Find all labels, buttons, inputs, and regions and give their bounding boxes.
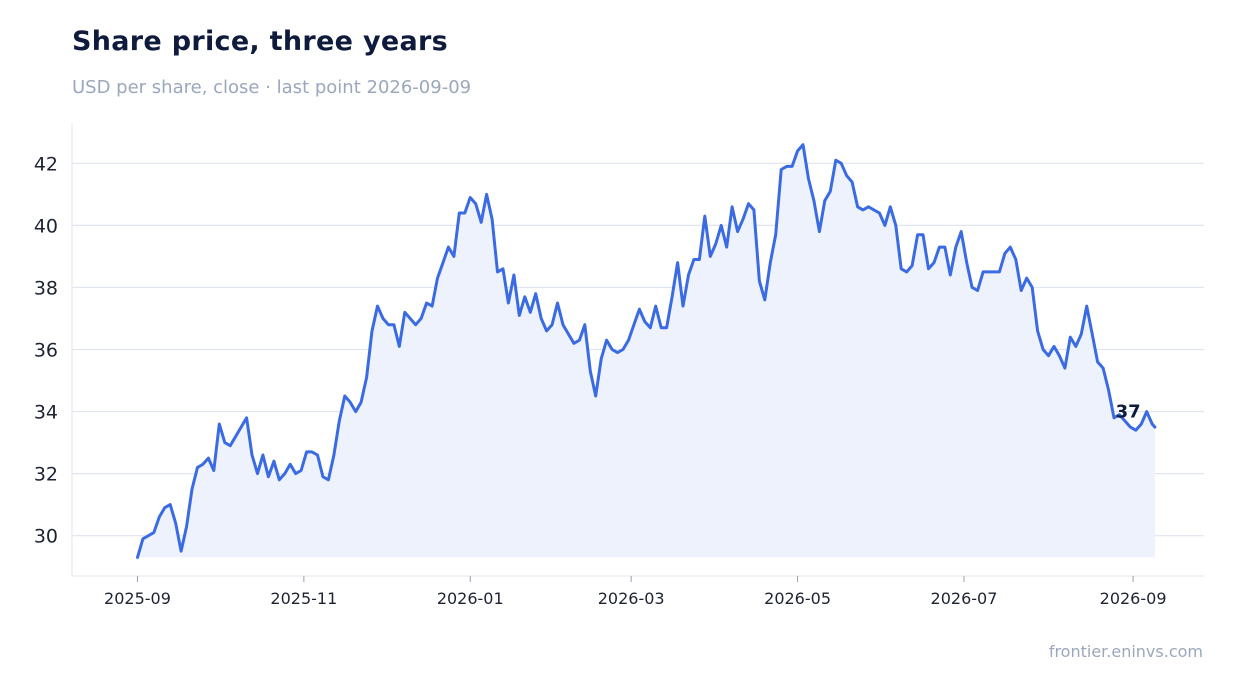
x-tick-label: 2026-09 bbox=[1100, 589, 1167, 608]
chart-title: Share price, three years bbox=[72, 26, 448, 57]
y-tick-label: 32 bbox=[34, 464, 58, 486]
x-tick-label: 2025-09 bbox=[104, 589, 171, 608]
y-tick-label: 34 bbox=[34, 402, 58, 424]
y-tick-label: 40 bbox=[34, 215, 58, 237]
price-line bbox=[136, 143, 1157, 559]
x-tick-label: 2026-05 bbox=[764, 589, 831, 608]
y-tick-label: 42 bbox=[34, 153, 58, 175]
source-credit: frontier.eninvs.com bbox=[1048, 642, 1203, 661]
y-tick-label: 36 bbox=[34, 340, 58, 362]
end-value-label: 37 bbox=[1116, 402, 1141, 423]
x-tick-label: 2026-01 bbox=[437, 589, 504, 608]
x-tick-label: 2026-07 bbox=[931, 589, 998, 608]
y-tick-label: 38 bbox=[34, 277, 58, 299]
y-tick-label: 30 bbox=[34, 526, 58, 548]
x-tick-label: 2025-11 bbox=[270, 589, 337, 608]
area-fill bbox=[137, 144, 1155, 558]
chart-subtitle: USD per share, close · last point 2026-0… bbox=[72, 77, 472, 98]
x-tick-label: 2026-03 bbox=[598, 589, 665, 608]
